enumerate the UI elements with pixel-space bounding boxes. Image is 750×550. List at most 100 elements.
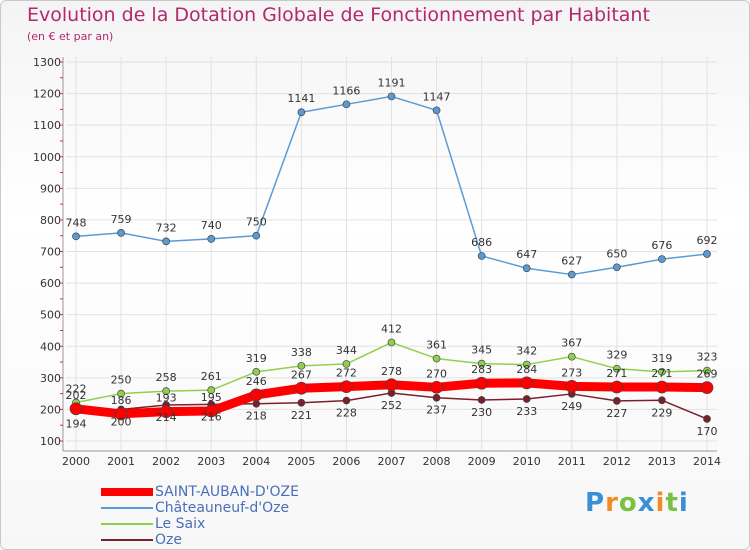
data-point [297,108,306,117]
data-point [477,252,486,260]
x-tick-label: 2005 [287,455,315,468]
data-point [658,367,666,376]
data-point [610,380,624,394]
x-tick-label: 2000 [62,455,90,468]
data-label: 218 [246,410,267,423]
x-axis: 2000 2001 2002 2003 2004 2005 2006 2007 2008 2009… [62,450,721,468]
data-label: 647 [516,248,537,261]
data-point [565,380,579,393]
x-tick-label: 2006 [332,455,360,468]
data-point [658,255,666,263]
series-2 [72,338,711,407]
legend-swatch-oze [101,539,153,541]
data-label: 230 [471,406,492,419]
x-tick-label: 2007 [378,455,406,468]
data-point [295,381,308,395]
data-label: 748 [66,216,87,229]
chart-subtitle: (en € et par an) [27,30,114,43]
legend-swatch-chateauneuf [101,507,153,509]
data-label: 170 [697,425,718,438]
data-label: 200 [111,415,132,428]
data-label: 367 [561,337,582,350]
data-point [613,364,621,373]
series-layer: 748 759 732 740 750 1141 1166 1191 1147 686 647 627… [66,76,718,437]
data-label: 221 [291,409,312,422]
y-tick-label: 1000 [33,151,61,164]
data-label: 202 [66,389,87,402]
data-label: 686 [471,236,492,249]
data-label: 216 [201,410,222,423]
data-label: 740 [201,219,222,232]
x-tick-label: 2014 [693,455,721,468]
data-label: 186 [111,394,132,407]
data-point [207,235,216,243]
y-tick-label: 800 [40,214,61,227]
legend-label-saint-auban: SAINT-AUBAN-D'OZE [155,484,299,500]
data-point [72,232,80,241]
data-point [340,380,353,394]
x-tick-label: 2012 [603,455,631,468]
data-point [567,352,576,361]
data-point [475,376,488,390]
x-tick-label: 2010 [513,455,541,468]
data-label: 1147 [423,90,451,103]
data-point [387,338,396,347]
y-tick-label: 300 [40,372,61,385]
legend-label-le-saix: Le Saix [155,516,206,532]
y-tick-label: 500 [40,309,61,322]
data-point [207,386,216,395]
data-point [613,397,621,405]
y-tick-label: 1300 [33,56,61,69]
data-label: 237 [426,404,447,417]
data-label: 344 [336,344,357,357]
data-point [700,381,714,394]
legend-swatch-saint-auban [101,488,153,496]
data-point [522,264,531,273]
y-tick-label: 1200 [33,88,61,101]
data-label: 222 [66,382,87,395]
data-label: 759 [111,213,132,226]
data-point [432,354,441,363]
y-tick-label: 900 [40,182,61,195]
data-label: 229 [651,406,672,419]
data-point [342,360,351,368]
data-label: 1191 [378,76,406,89]
y-tick-label: 600 [40,277,61,290]
proxiti-logo: Proxiti [585,488,689,518]
data-point [162,387,170,395]
y-tick-label: 200 [40,403,61,416]
data-point [117,229,125,237]
data-point [117,389,125,398]
y-tick-label: 400 [40,340,61,353]
data-label: 233 [516,405,537,418]
data-label: 228 [336,407,357,420]
data-label: 272 [336,367,357,380]
data-label: 271 [606,367,627,380]
data-label: 627 [561,255,582,268]
y-tick-label: 1100 [33,119,61,132]
data-point [703,415,711,423]
y-axis: 100 200 300 400 500 600 700 800 900 1000 1100 1200 1… [33,56,64,451]
data-point [432,393,441,402]
data-point [432,106,441,115]
data-point [703,250,711,258]
data-point [249,388,263,402]
data-point [703,366,711,375]
data-label: 227 [606,407,627,420]
data-label: 342 [516,345,537,358]
data-label: 273 [561,366,582,379]
data-label: 338 [291,346,312,359]
data-label: 250 [111,374,132,387]
data-point [567,270,576,279]
data-point [252,231,261,240]
data-label: 194 [66,417,87,430]
x-tick-label: 2011 [558,455,586,468]
data-point [159,405,173,418]
legend-label-chateauneuf: Châteauneuf-d'Oze [155,500,290,516]
data-label: 271 [651,367,672,380]
series-0 [69,376,714,421]
chart-title: Evolution de la Dotation Globale de Fonc… [27,4,650,26]
data-label: 193 [156,392,177,405]
series-1 [72,92,711,279]
